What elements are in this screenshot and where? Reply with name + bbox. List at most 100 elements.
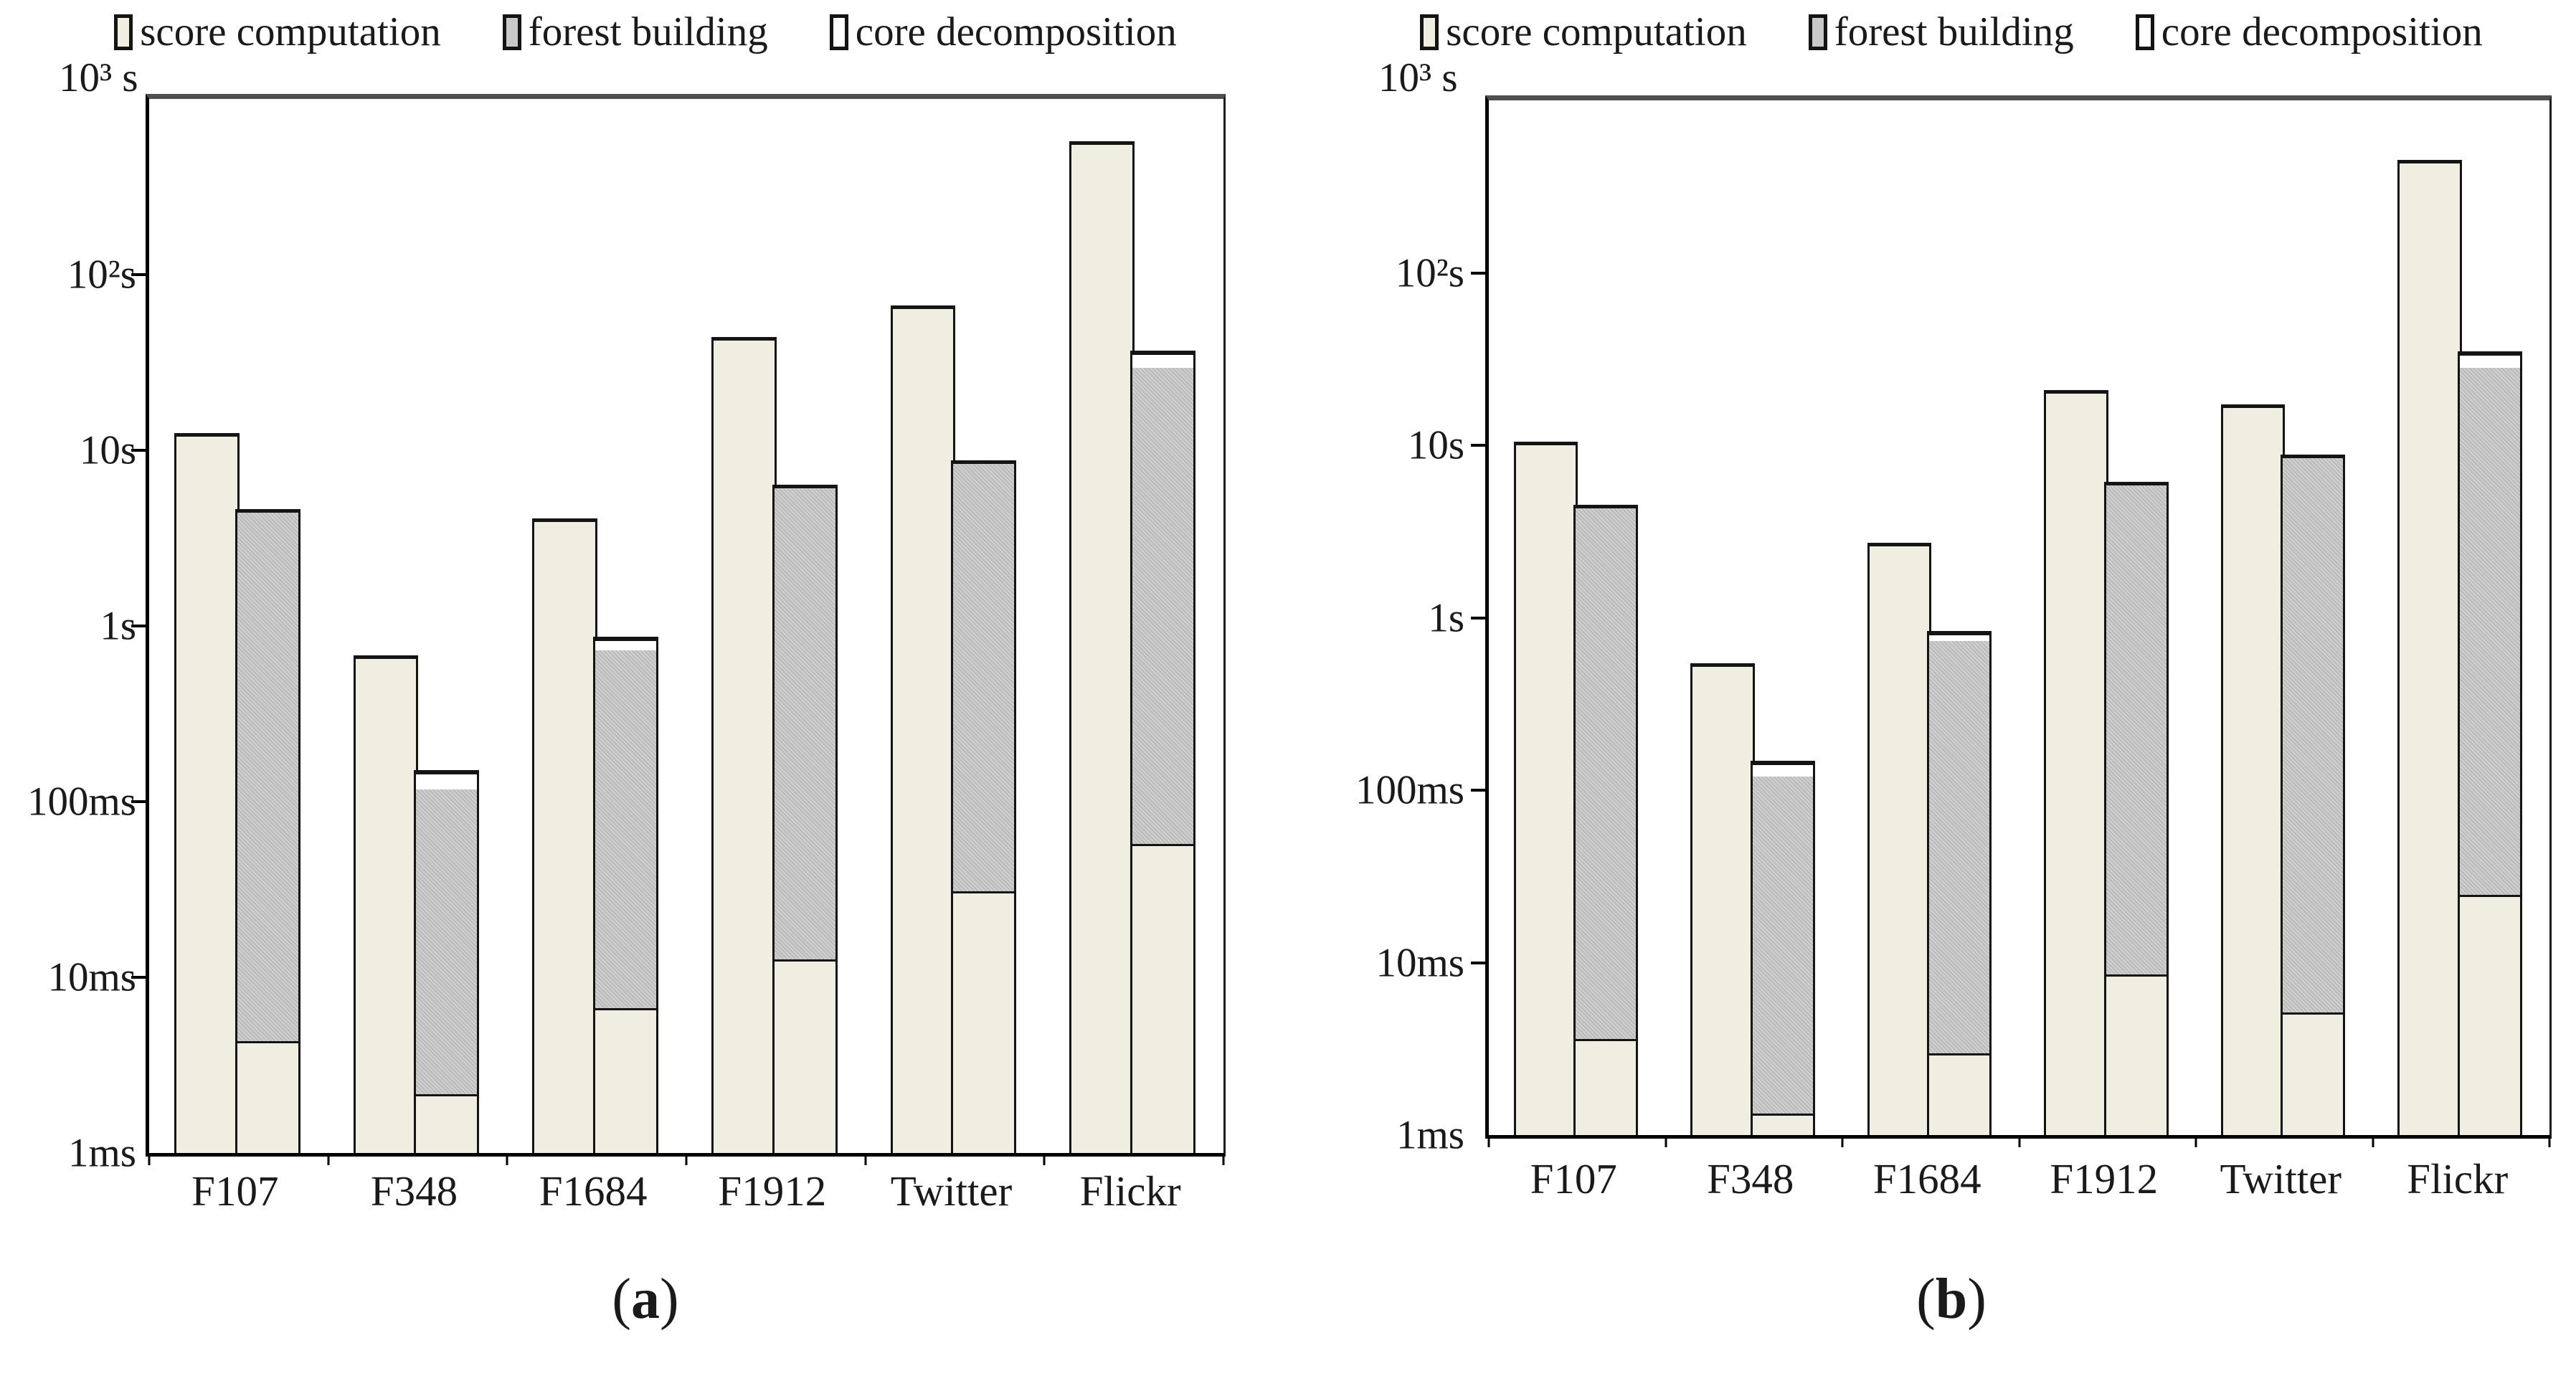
y-axis-tick-label: 1ms bbox=[67, 1130, 136, 1176]
legend-label: core decomposition bbox=[2161, 9, 2483, 54]
stack-segment-score-computation bbox=[414, 1096, 480, 1153]
bar-group-F107 bbox=[149, 99, 328, 1153]
y-axis-tick-label: 1ms bbox=[1396, 1112, 1464, 1158]
x-axis-labels: F107 F348 F1684 F1912 Twitter Flickr bbox=[146, 1170, 1220, 1228]
y-axis-tick-mark bbox=[1471, 789, 1485, 792]
subplot-caption: (a) bbox=[0, 1271, 1291, 1328]
y-axis-tick-label: 10s bbox=[79, 427, 136, 473]
stack-segment-forest-building bbox=[1750, 770, 1815, 1116]
stack-segment-forest-building bbox=[951, 460, 1017, 894]
x-axis-label: Twitter bbox=[2220, 1155, 2342, 1202]
x-axis-tick-mark bbox=[1665, 1139, 1667, 1147]
caption-paren-close: ) bbox=[660, 1268, 679, 1331]
caption-paren-close: ) bbox=[1967, 1268, 1987, 1331]
stack-segment-score-computation bbox=[2457, 897, 2522, 1135]
stack-segment-score-computation bbox=[1573, 1041, 1639, 1135]
y-axis-tick-mark bbox=[131, 976, 146, 979]
bar-group-F348 bbox=[1666, 100, 1843, 1135]
x-axis-tick-mark bbox=[2548, 1139, 2551, 1147]
x-axis-tick-mark bbox=[685, 1157, 688, 1165]
x-axis-tick-mark bbox=[2372, 1139, 2374, 1147]
y-axis-tick-label: 10ms bbox=[47, 954, 136, 1000]
plot-area bbox=[1471, 95, 2552, 1147]
subplot-b: score computation forest building core dec… bbox=[1327, 0, 2576, 1381]
x-axis-tick-mark bbox=[1487, 1139, 1490, 1147]
legend-item-forest-building: forest building bbox=[1808, 9, 2074, 54]
stack-segment-core-decomposition bbox=[1130, 350, 1196, 368]
legend: score computation forest building core dec… bbox=[1327, 11, 2576, 52]
legend-swatch-icon bbox=[502, 14, 521, 50]
stack-segment-core-decomposition bbox=[414, 769, 480, 790]
stack-segment-forest-building bbox=[1573, 504, 1639, 1042]
x-axis-tick-mark bbox=[327, 1157, 330, 1165]
legend-label: forest building bbox=[528, 9, 768, 54]
y-axis-tick-label: 1s bbox=[100, 603, 136, 649]
legend-item-forest-building: forest building bbox=[502, 9, 768, 54]
bar-group-F1684 bbox=[1842, 100, 2019, 1135]
x-axis-label: Flickr bbox=[2407, 1155, 2509, 1202]
x-axis-label: F1912 bbox=[718, 1167, 827, 1215]
x-axis-tick-mark bbox=[1222, 1157, 1225, 1165]
score-computation-bar bbox=[353, 655, 419, 1153]
stack-segment-forest-building bbox=[2457, 362, 2522, 898]
stack-segment-score-computation bbox=[2103, 976, 2169, 1135]
y-axis-top-label: 10³ s bbox=[1378, 55, 1458, 100]
score-computation-bar bbox=[2044, 389, 2108, 1135]
bars-layer bbox=[1489, 100, 2549, 1135]
x-axis-tick-mark bbox=[864, 1157, 867, 1165]
x-axis-tick-mark bbox=[2018, 1139, 2020, 1147]
x-axis-tick-mark bbox=[1043, 1157, 1046, 1165]
bar-group-Flickr bbox=[2373, 100, 2550, 1135]
y-axis-tick-mark bbox=[1471, 961, 1485, 964]
score-computation-bar bbox=[2397, 160, 2462, 1135]
y-axis-tick-mark bbox=[131, 273, 146, 276]
score-computation-bar bbox=[711, 337, 777, 1153]
x-axis-label: Twitter bbox=[890, 1167, 1013, 1215]
y-axis-tick-label: 100ms bbox=[27, 779, 136, 825]
score-computation-bar bbox=[1513, 442, 1578, 1135]
y-axis-tick-label: 10s bbox=[1407, 422, 1464, 468]
x-axis-label: F348 bbox=[1707, 1155, 1794, 1202]
x-axis-label: F107 bbox=[1530, 1155, 1617, 1202]
bar-group-F1684 bbox=[507, 99, 686, 1153]
bar-group-Flickr bbox=[1044, 99, 1223, 1153]
legend-label: forest building bbox=[1834, 9, 2074, 54]
caption-paren-open: ( bbox=[1916, 1268, 1936, 1331]
stack-segment-score-computation bbox=[1927, 1055, 1992, 1135]
y-axis-tick-mark bbox=[1471, 616, 1485, 620]
x-axis-label: F1912 bbox=[2050, 1155, 2159, 1202]
bar-group-F1912 bbox=[686, 99, 866, 1153]
stack-segment-forest-building bbox=[772, 485, 838, 962]
stack-segment-core-decomposition bbox=[1750, 760, 1815, 777]
y-axis-tick-labels: 10²s 10s 1s 100ms 10ms 1ms bbox=[0, 99, 136, 1174]
x-axis-tick-mark bbox=[148, 1157, 151, 1165]
x-axis-label: F1684 bbox=[539, 1167, 648, 1215]
stack-segment-score-computation bbox=[593, 1010, 659, 1153]
bar-group-Twitter bbox=[2196, 100, 2373, 1135]
stack-segment-score-computation bbox=[951, 893, 1017, 1153]
caption-letter: a bbox=[631, 1268, 660, 1331]
x-axis-label: Flickr bbox=[1079, 1167, 1181, 1215]
caption-letter: b bbox=[1935, 1268, 1968, 1331]
x-axis-tick-mark bbox=[1841, 1139, 1844, 1147]
x-axis-label: F107 bbox=[191, 1167, 279, 1215]
stack-segment-forest-building bbox=[1927, 635, 1992, 1055]
legend: score computation forest building core dec… bbox=[0, 11, 1291, 52]
plot-area bbox=[131, 94, 1226, 1165]
caption-paren-open: ( bbox=[612, 1268, 631, 1331]
bars-layer bbox=[149, 99, 1223, 1153]
stack-segment-forest-building bbox=[2281, 454, 2346, 1015]
stack-segment-forest-building bbox=[235, 508, 300, 1044]
score-computation-bar bbox=[1069, 141, 1135, 1153]
stack-segment-forest-building bbox=[2103, 481, 2169, 977]
legend-swatch-icon bbox=[829, 14, 848, 50]
legend-label: score computation bbox=[140, 9, 441, 54]
y-axis-tick-label: 100ms bbox=[1355, 767, 1464, 813]
subplot-caption: (b) bbox=[1327, 1271, 2576, 1328]
y-axis-tick-label: 1s bbox=[1428, 595, 1464, 640]
legend-item-score-computation: score computation bbox=[1420, 11, 1747, 52]
bar-group-Twitter bbox=[866, 99, 1045, 1153]
legend-item-core-decomposition: core decomposition bbox=[2135, 9, 2483, 54]
stack-segment-score-computation bbox=[1130, 845, 1196, 1153]
legend-swatch-icon bbox=[114, 14, 133, 50]
